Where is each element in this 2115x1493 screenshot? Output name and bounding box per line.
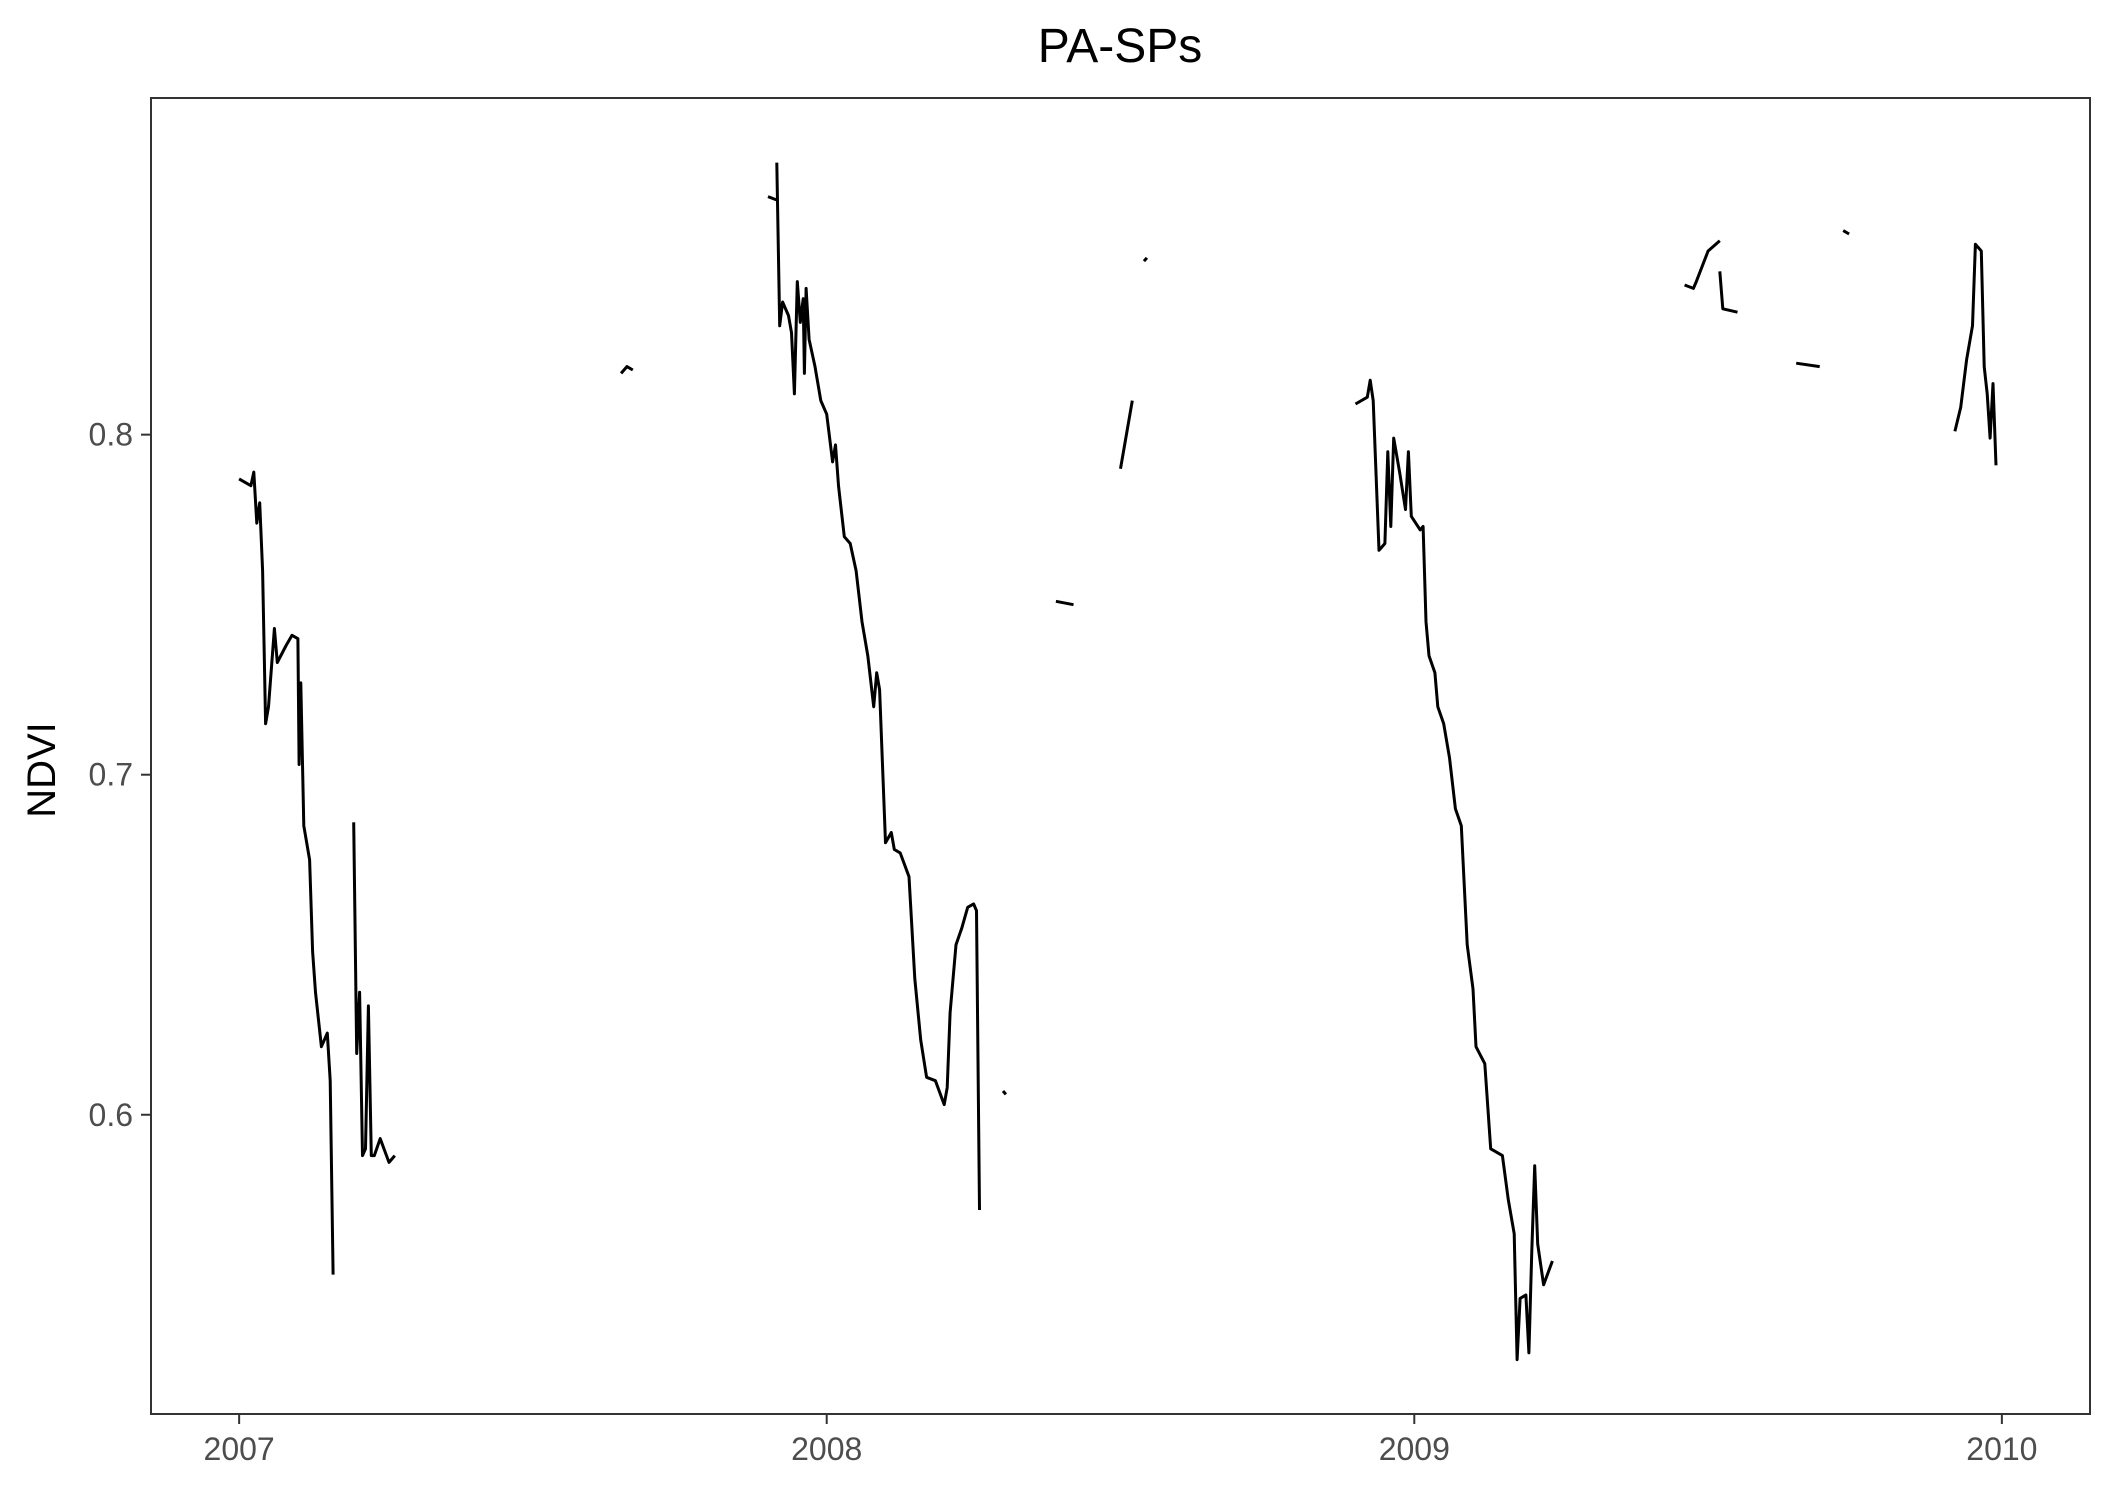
series-line-segment-6 xyxy=(1055,599,1074,607)
y-tick-label: 0.6 xyxy=(89,1097,133,1133)
series-line-segment-11 xyxy=(1718,271,1738,314)
series-line-segment-12 xyxy=(1795,361,1820,369)
series-line-segment-3 xyxy=(767,195,778,202)
x-axis: 2007 2008 2009 2010 xyxy=(204,1414,2037,1467)
x-tick-label: 2010 xyxy=(1966,1431,2037,1467)
series-line-segment-10 xyxy=(1684,239,1721,290)
y-tick-label: 0.7 xyxy=(89,757,133,793)
series-line-segment-7 xyxy=(1119,400,1134,469)
chart-title: PA-SPs xyxy=(1038,20,1202,73)
series-line-segment-1 xyxy=(352,822,396,1164)
series-line-segment-13 xyxy=(1842,229,1850,236)
series-line-segment-0 xyxy=(238,470,335,1275)
series-group xyxy=(238,162,1998,1362)
x-tick-label: 2009 xyxy=(1379,1431,1450,1467)
y-tick-label: 0.8 xyxy=(89,417,133,453)
series-line-segment-5 xyxy=(1001,1090,1008,1096)
series-line-segment-4 xyxy=(775,162,981,1211)
y-axis-title: NDVI xyxy=(20,722,64,818)
series-line-segment-9 xyxy=(1354,378,1554,1362)
series-line-segment-2 xyxy=(619,365,634,375)
x-tick-label: 2008 xyxy=(791,1431,862,1467)
panel-border xyxy=(150,97,2091,1415)
series-line-segment-8 xyxy=(1142,256,1149,263)
x-tick-label: 2007 xyxy=(204,1431,275,1467)
y-axis: 0.6 0.7 0.8 xyxy=(89,417,151,1133)
series-line-segment-14 xyxy=(1953,242,1998,466)
